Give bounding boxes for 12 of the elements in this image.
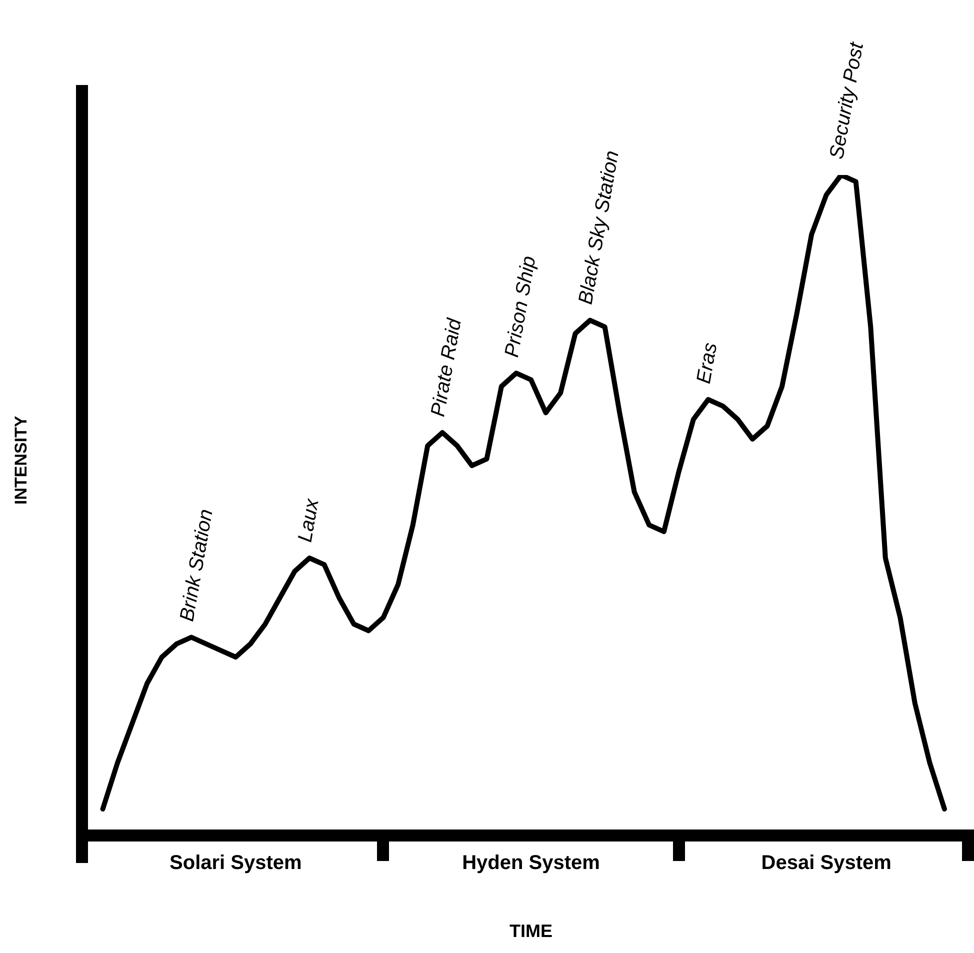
annotation: Prison Ship (500, 254, 540, 359)
annotation: Security Post (826, 40, 868, 161)
annotation: Eras (692, 341, 722, 386)
annotation: Laux (294, 496, 324, 544)
x-tick-label: Desai System (761, 852, 892, 874)
x-axis-title: TIME (510, 921, 552, 942)
annotation: Black Sky Station (574, 149, 624, 306)
x-tick-label: Solari System (170, 852, 302, 874)
annotation: Brink Station (176, 508, 218, 624)
annotation: Pirate Raid (427, 316, 466, 418)
x-tick-label: Hyden System (462, 852, 600, 874)
y-axis-title: INTENSITY (12, 415, 31, 505)
